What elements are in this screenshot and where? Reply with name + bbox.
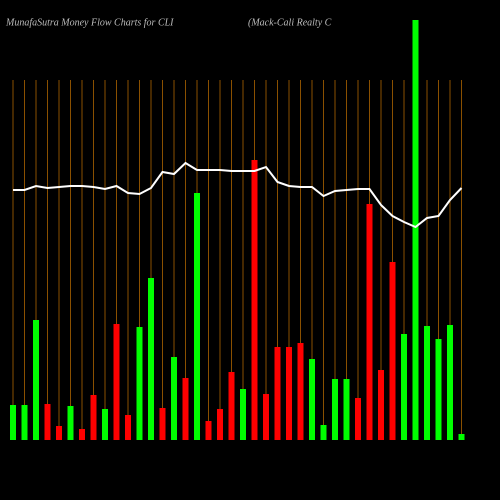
chart-title: MunafaSutra Money Flow Charts for CLI [5,17,174,28]
bar [309,359,315,440]
bar [401,334,407,440]
bar [424,326,430,440]
bar [228,372,235,440]
bar [136,327,143,440]
bar [412,20,419,440]
bar [286,347,292,440]
bar [320,425,327,440]
bar [274,347,281,440]
bar [79,429,85,440]
chart-subtitle: (Mack-Cali Realty C [248,17,332,28]
bar [44,404,51,440]
bar [67,406,74,440]
bar [159,408,166,440]
bar [125,415,131,440]
bar [90,395,97,440]
bar [194,193,200,440]
bar [332,379,338,440]
bar [378,370,384,440]
bar [182,378,189,440]
bar [447,325,453,440]
money-flow-line [13,161,463,229]
bar [263,394,269,440]
bar [240,389,246,440]
bar [251,160,258,440]
bar [217,409,223,440]
bar [205,421,212,440]
bar [171,357,177,440]
bar [435,339,442,440]
bar [10,405,16,440]
bar [21,405,28,440]
bar [113,324,120,440]
bar [343,379,350,440]
bar [148,278,154,440]
bar [389,262,396,440]
bar [297,343,304,440]
bar [355,398,361,440]
bar [366,204,373,440]
bar [33,320,39,440]
bar [56,426,62,440]
bar [458,434,465,440]
bar [102,409,108,440]
